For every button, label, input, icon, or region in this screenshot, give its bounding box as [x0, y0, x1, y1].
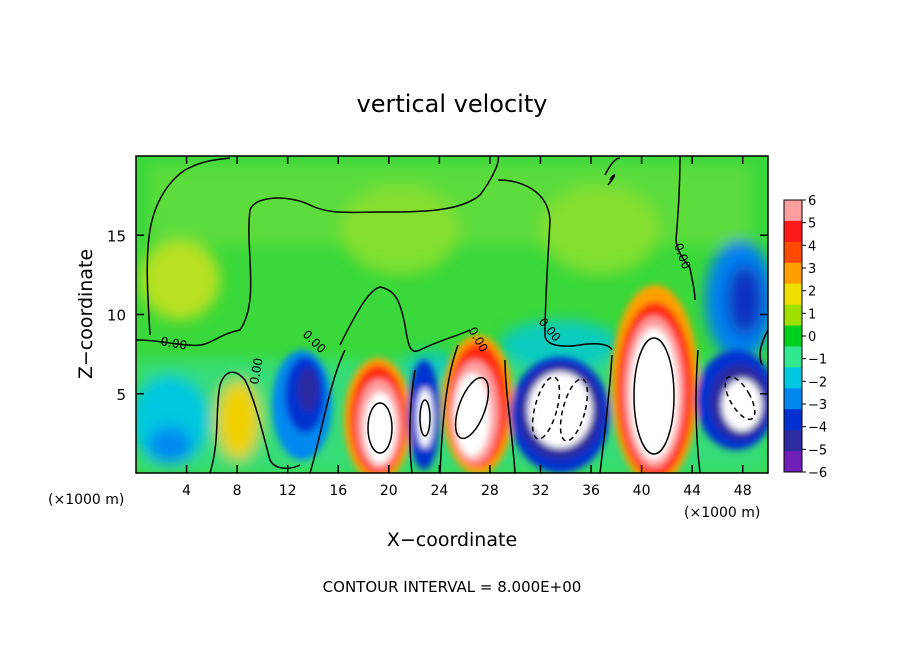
x-tick-label: 20: [380, 483, 398, 499]
zero-contour-far-right: [675, 156, 696, 301]
colorbar: 6 5 4 3 2 1 0 −1 −2 −3 −4 −5 −6: [783, 194, 827, 481]
x-tick-label: 32: [532, 483, 550, 499]
zero-contour-right: [604, 157, 621, 186]
zero-contour-low-b: [409, 369, 416, 473]
mid-cyan-region: [500, 320, 620, 370]
colorbar-swatch: [784, 388, 802, 410]
colorbar-swatch: [784, 283, 802, 306]
zero-contour-ridge: [497, 179, 613, 351]
colorbar-label: 0: [808, 330, 816, 345]
x-tick-label: 36: [582, 483, 600, 499]
contour-lines: [136, 156, 768, 473]
cell-x22-min: [417, 388, 433, 448]
colorbar-label: −4: [808, 421, 827, 436]
colorbar-swatch: [784, 241, 802, 264]
left-blue-cell: [148, 427, 192, 463]
colorbar-swatch: [784, 346, 802, 368]
colorbar-swatch: [784, 325, 802, 347]
colorbar-swatch: [784, 200, 802, 222]
contour-dashed-x32: [531, 376, 561, 440]
colorbar-swatch: [784, 304, 802, 327]
cell-x26-peak: [454, 373, 490, 457]
convective-cells: [272, 285, 768, 473]
x-unit-right: (×1000 m): [684, 505, 760, 521]
colorbar-label: 2: [808, 285, 816, 300]
x-tick-label: 28: [481, 483, 499, 499]
zero-contour-edge: [759, 329, 768, 366]
colorbar-label: 5: [808, 217, 816, 232]
colorbar-label: −3: [808, 398, 827, 413]
x-tick-label: 24: [430, 483, 448, 499]
x-axis: 4 8 12 16 20 24 28 32 36 40 44 48: [182, 156, 752, 499]
upper-mid-updraft: [340, 185, 460, 275]
x-tick-label: 48: [734, 483, 752, 499]
zero-contour-low-a: [309, 349, 346, 473]
x-tick-label: 40: [633, 483, 651, 499]
chart-title: vertical velocity: [357, 90, 548, 118]
cell-x40-peak: [630, 328, 678, 460]
plot-area: 0.00 0.00 0.00 0.00 0.00 0.00: [136, 156, 768, 473]
x-tick-label: 12: [279, 483, 297, 499]
colorbar-swatch: [784, 367, 802, 389]
zero-contour-mid: [339, 286, 471, 352]
colorbar-swatch: [784, 409, 802, 431]
contour-cell-x22: [419, 399, 431, 437]
colorbar-swatch: [784, 451, 802, 473]
y-axis: 5 10 15: [107, 227, 768, 404]
zero-contour-bottom: [209, 371, 301, 473]
colorbar-label: 6: [808, 194, 816, 209]
colorbar-label: −2: [808, 375, 827, 390]
zero-contour-low-d: [504, 359, 516, 473]
zero-contour-low-f: [695, 349, 701, 473]
cell-x14-min: [298, 368, 318, 412]
contour-cell-x26: [454, 376, 490, 440]
colorbar-label: 3: [808, 262, 816, 277]
right-dark-region: [727, 265, 763, 335]
contour-label: 0.00: [247, 357, 265, 386]
zero-contour-low-c: [439, 344, 459, 473]
colorbar-label: −6: [808, 466, 827, 481]
zero-contour-main: [136, 156, 500, 347]
cell-x33-min: [528, 372, 592, 448]
contour-label: 0.00: [159, 334, 188, 352]
colorbar-swatch: [784, 220, 802, 243]
zero-contour-left: [146, 157, 231, 336]
zero-contour-low-e: [599, 354, 613, 473]
upper-right-updraft: [540, 185, 660, 275]
x-tick-label: 44: [683, 483, 701, 499]
cell-x48-min: [722, 379, 762, 431]
y-tick-label: 5: [116, 386, 126, 404]
x-tick-label: 16: [329, 483, 347, 499]
colorbar-label: −1: [808, 353, 827, 368]
contour-cell-x18: [367, 402, 393, 454]
x-unit-left: (×1000 m): [48, 492, 124, 508]
contour-interval-footer: CONTOUR INTERVAL = 8.000E+00: [323, 578, 582, 596]
colorbar-label: −5: [808, 443, 827, 458]
upper-left-updraft: [140, 240, 220, 320]
x-tick-label: 8: [233, 483, 242, 499]
contour-dashed-x34: [559, 378, 589, 442]
x-axis-title: X−coordinate: [387, 529, 517, 551]
colorbar-label: 1: [808, 307, 816, 322]
contour-dashed-x48: [724, 375, 756, 421]
colorbar-swatch: [784, 430, 802, 452]
colorbar-label: 4: [808, 239, 816, 254]
y-axis-title: Z−coordinate: [75, 249, 97, 379]
left-yellow-cell: [216, 380, 260, 460]
contour-cell-x40: [633, 337, 675, 455]
y-tick-label: 15: [107, 227, 126, 245]
colorbar-swatch: [784, 262, 802, 285]
x-tick-label: 4: [182, 483, 191, 499]
y-tick-label: 10: [107, 307, 126, 325]
